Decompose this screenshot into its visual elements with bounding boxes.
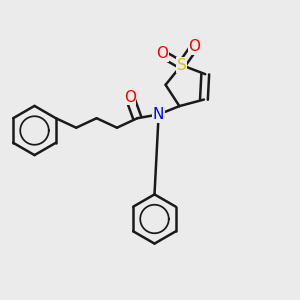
Text: O: O — [124, 90, 136, 105]
Text: S: S — [177, 58, 186, 73]
Text: O: O — [188, 39, 200, 54]
Text: O: O — [156, 46, 168, 61]
Text: N: N — [153, 107, 164, 122]
